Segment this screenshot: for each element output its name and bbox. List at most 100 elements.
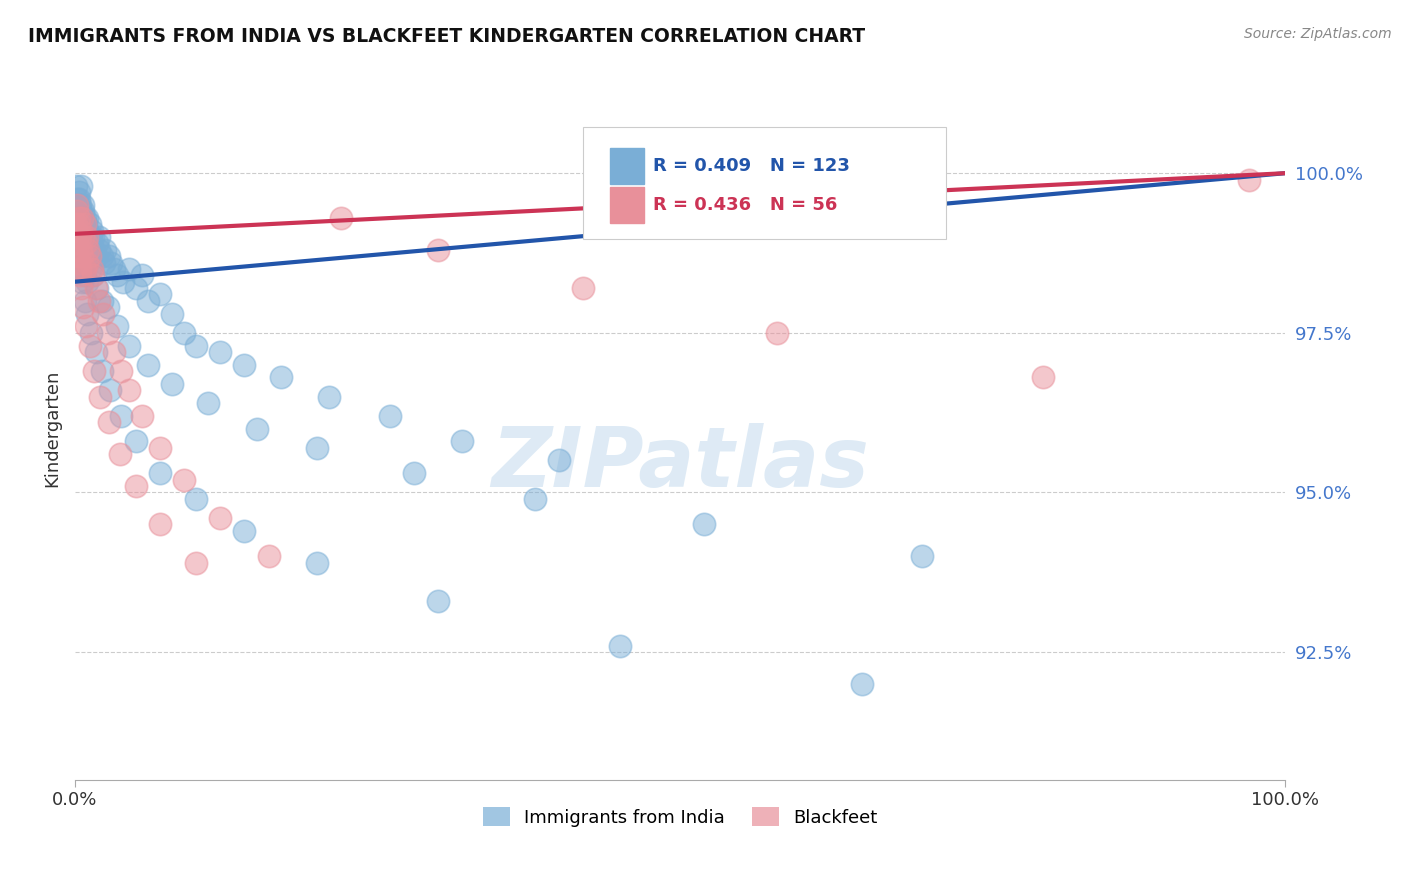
Point xyxy=(83,243,105,257)
Point xyxy=(427,243,450,257)
Point xyxy=(73,230,96,244)
Point xyxy=(72,249,94,263)
Point xyxy=(67,230,90,244)
Point xyxy=(110,364,132,378)
Point xyxy=(86,281,108,295)
Point xyxy=(124,281,146,295)
Point xyxy=(305,441,328,455)
Point xyxy=(65,262,87,277)
Point xyxy=(184,556,207,570)
Point xyxy=(89,243,111,257)
Point xyxy=(69,230,91,244)
Point xyxy=(97,326,120,340)
Point xyxy=(79,236,101,251)
Point xyxy=(67,211,90,225)
Point xyxy=(72,217,94,231)
Point xyxy=(76,275,98,289)
Point xyxy=(233,358,256,372)
Point xyxy=(66,243,89,257)
Point xyxy=(67,236,90,251)
Point xyxy=(80,230,103,244)
Point xyxy=(90,364,112,378)
Point xyxy=(305,556,328,570)
Point xyxy=(72,275,94,289)
Point xyxy=(693,517,716,532)
Point xyxy=(80,243,103,257)
Point xyxy=(72,236,94,251)
Point xyxy=(90,249,112,263)
Point xyxy=(112,275,135,289)
Point xyxy=(851,677,873,691)
Point xyxy=(90,293,112,308)
Point xyxy=(89,293,111,308)
Point xyxy=(73,262,96,277)
Point xyxy=(69,198,91,212)
Point xyxy=(76,236,98,251)
Point xyxy=(70,255,93,269)
Point xyxy=(118,262,141,277)
Point xyxy=(209,345,232,359)
Point xyxy=(66,243,89,257)
Point xyxy=(378,409,401,423)
Point xyxy=(72,211,94,225)
Point xyxy=(73,217,96,231)
Point xyxy=(82,268,104,283)
Point xyxy=(105,319,128,334)
Point xyxy=(97,300,120,314)
Point xyxy=(72,198,94,212)
Point xyxy=(75,230,97,244)
Point xyxy=(72,230,94,244)
Point xyxy=(79,249,101,263)
Point xyxy=(75,255,97,269)
Point xyxy=(76,255,98,269)
Point xyxy=(75,243,97,257)
Point xyxy=(131,409,153,423)
Point xyxy=(184,338,207,352)
Point xyxy=(84,345,107,359)
Point xyxy=(73,211,96,225)
Point xyxy=(66,236,89,251)
Point xyxy=(84,281,107,295)
Point xyxy=(79,262,101,277)
Point xyxy=(118,338,141,352)
Point xyxy=(89,390,111,404)
Point xyxy=(73,249,96,263)
Point xyxy=(65,198,87,212)
Point xyxy=(86,236,108,251)
Text: IMMIGRANTS FROM INDIA VS BLACKFEET KINDERGARTEN CORRELATION CHART: IMMIGRANTS FROM INDIA VS BLACKFEET KINDE… xyxy=(28,27,865,45)
Point xyxy=(69,217,91,231)
Point xyxy=(70,224,93,238)
Point xyxy=(149,467,172,481)
Point xyxy=(75,217,97,231)
Point xyxy=(105,268,128,283)
Point xyxy=(77,230,100,244)
Point xyxy=(80,326,103,340)
Point xyxy=(70,262,93,277)
Point xyxy=(66,230,89,244)
Point xyxy=(66,204,89,219)
Point xyxy=(66,198,89,212)
Point xyxy=(160,376,183,391)
Point xyxy=(270,370,292,384)
Point xyxy=(197,396,219,410)
Point xyxy=(69,217,91,231)
Point xyxy=(70,178,93,193)
Point xyxy=(136,293,159,308)
Point xyxy=(609,639,631,653)
Point xyxy=(73,224,96,238)
Point xyxy=(83,364,105,378)
Point xyxy=(79,338,101,352)
Point xyxy=(76,224,98,238)
Legend: Immigrants from India, Blackfeet: Immigrants from India, Blackfeet xyxy=(475,800,884,834)
Point xyxy=(84,249,107,263)
Point xyxy=(67,236,90,251)
Point xyxy=(80,224,103,238)
Point xyxy=(76,255,98,269)
Point xyxy=(427,594,450,608)
Point xyxy=(118,383,141,397)
Point xyxy=(75,236,97,251)
Bar xyxy=(610,148,644,184)
Point xyxy=(66,192,89,206)
Point xyxy=(66,217,89,231)
Point xyxy=(108,447,131,461)
